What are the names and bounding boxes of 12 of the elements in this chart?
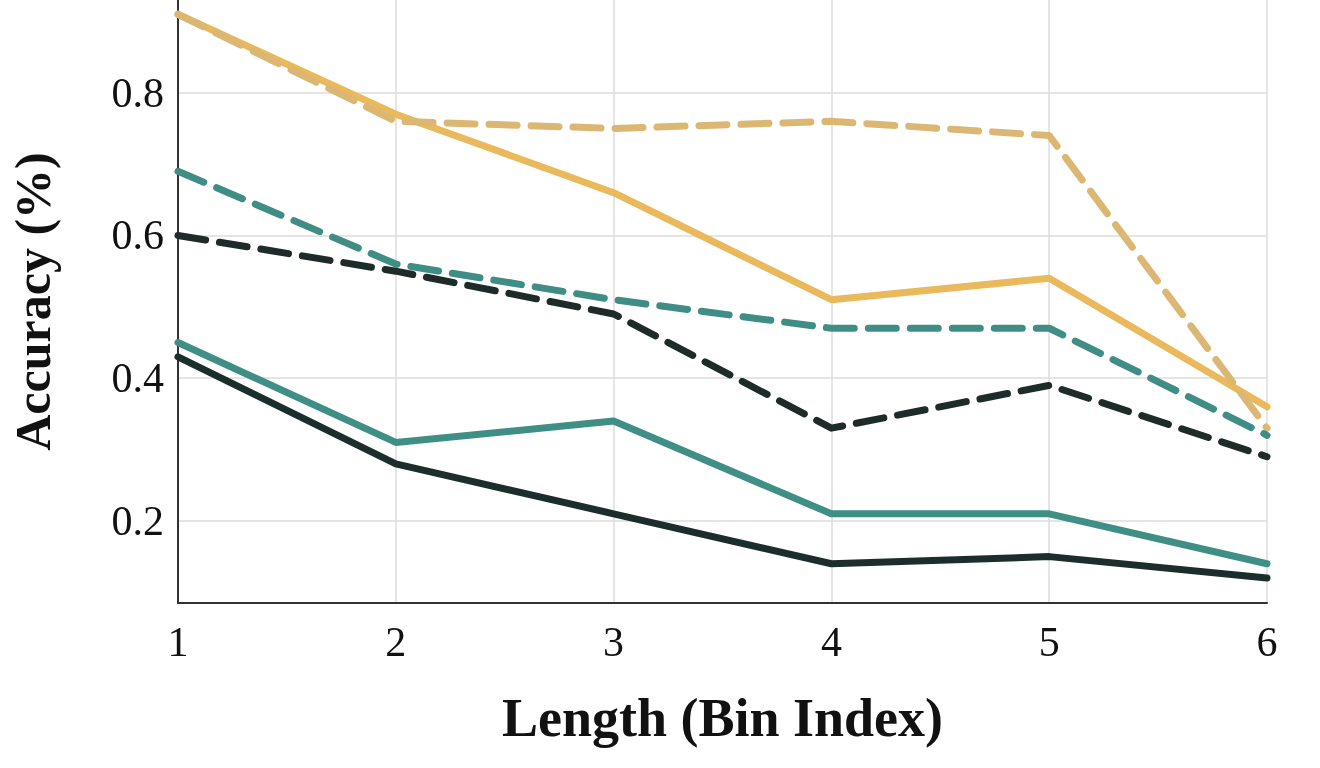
- y-tick-label: 0.6: [111, 212, 164, 259]
- x-tick-label: 1: [167, 619, 189, 665]
- y-axis-title: Accuracy (%): [5, 152, 61, 451]
- x-axis-title: Length (Bin Index): [501, 688, 944, 748]
- x-tick-label: 3: [603, 619, 625, 665]
- y-tick-label: 0.4: [111, 355, 164, 402]
- y-tick-label: 0.8: [111, 69, 164, 116]
- y-tick-label: 0.2: [111, 497, 164, 544]
- x-tick-label: 5: [1038, 619, 1060, 665]
- x-tick-label: 4: [820, 619, 842, 665]
- x-tick-label: 2: [385, 619, 407, 665]
- x-tick-label: 6: [1256, 619, 1278, 665]
